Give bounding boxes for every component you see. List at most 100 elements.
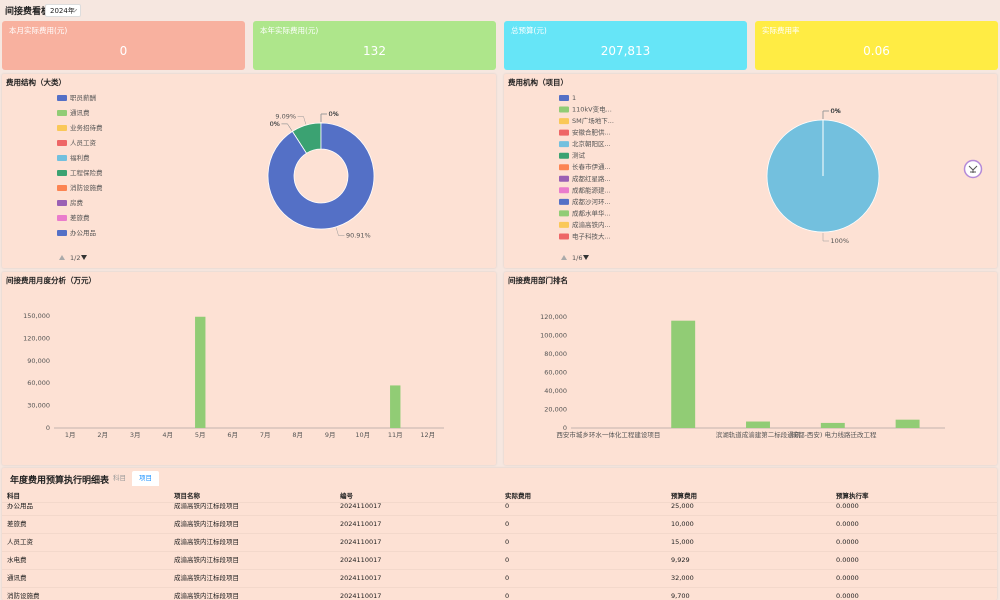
pager-down[interactable]	[583, 255, 589, 260]
legend-swatch	[559, 106, 569, 113]
kpi-value: 0	[119, 44, 128, 58]
legend-swatch	[559, 164, 569, 171]
chart-panel: 费用结构（大类） 职员薪酬通讯费业务招待费人员工资福利费工程保险费消防设施费房费差…	[2, 74, 496, 268]
label-leader	[297, 116, 307, 125]
legend-label: 消防设施费	[70, 183, 103, 192]
bar	[390, 385, 401, 428]
label-leader	[822, 110, 829, 119]
legend-swatch	[559, 95, 569, 101]
tab[interactable]: 科目	[113, 474, 126, 482]
label-leader	[320, 113, 327, 122]
slice-label: 0%	[831, 107, 841, 115]
x-tick-label: 4月	[162, 431, 173, 439]
table-cell: 15,000	[671, 538, 694, 546]
legend-swatch	[57, 200, 67, 206]
legend-swatch	[559, 198, 569, 205]
table-row: 水电费 成渝高铁内江标段项目 2024110017 0 9,929 0.0000	[2, 551, 997, 570]
legend-label: 通讯费	[70, 108, 90, 117]
table-row: 通讯费 成渝高铁内江标段项目 2024110017 0 32,000 0.0000	[2, 569, 997, 588]
legend-label: 工程保险费	[70, 168, 103, 177]
legend-swatch	[57, 215, 67, 221]
legend-pager: 1/2	[70, 254, 80, 262]
table-cell: 0.0000	[836, 502, 859, 510]
table-cell: 0.0000	[836, 592, 859, 600]
chart-title: 费用机构（项目）	[508, 77, 568, 87]
float-button[interactable]	[963, 159, 983, 179]
legend-label: 房费	[70, 198, 84, 207]
slice-label: 0%	[270, 120, 280, 128]
slice-label: 0%	[831, 107, 841, 115]
slice-label: 0%	[329, 110, 339, 118]
table-header: 科目 项目名称 编号 实际费用 预算费用 预算执行率	[2, 490, 997, 503]
kpi-card: 总预算(元) 207,813	[504, 21, 747, 70]
slice-label: 0%	[270, 120, 280, 128]
bar	[820, 422, 845, 428]
y-tick-label: 40,000	[544, 387, 567, 395]
table-row: 消防设施费 成渝高铁内江标段项目 2024110017 0 9,700 0.0000	[2, 587, 997, 600]
slice-label: 0%	[831, 107, 841, 115]
kpi-card: 实际费用率 0.06	[755, 21, 998, 70]
legend-label: 业务招待费	[70, 123, 103, 132]
tab-active[interactable]: 项目	[132, 471, 159, 486]
label-leader	[822, 110, 829, 119]
kpi-value: 207,813	[600, 44, 651, 58]
legend-swatch	[57, 170, 67, 176]
slice-label: 0%	[831, 107, 841, 115]
table-cell: 成渝高铁内江标段项目	[174, 592, 239, 600]
table-cell: 2024110017	[340, 556, 382, 564]
x-tick-label: 8月	[292, 431, 303, 439]
column-header: 预算费用	[671, 492, 697, 500]
table-cell: 32,000	[671, 574, 694, 582]
table-cell: 成渝高铁内江标段项目	[174, 520, 239, 528]
slice-label: 0%	[831, 107, 841, 115]
legend-swatch	[559, 141, 569, 148]
slice-label: 0%	[831, 107, 841, 115]
table-cell: 成渝高铁内江标段项目	[174, 502, 239, 510]
table-cell: 人员工资	[7, 538, 33, 546]
y-tick-label: 150,000	[23, 312, 50, 320]
slice-label: 0%	[831, 107, 841, 115]
kpi-label: 总预算(元)	[511, 26, 547, 35]
y-tick-label: 90,000	[27, 357, 50, 365]
bar	[746, 421, 770, 428]
x-tick-label: 6月	[227, 431, 238, 439]
table-cell: 通讯费	[7, 574, 27, 582]
label-leader	[822, 110, 829, 119]
table-row: 差旅费 成渝高铁内江标段项目 2024110017 0 10,000 0.0000	[2, 515, 997, 534]
x-tick-label: 2月	[97, 431, 108, 439]
y-tick-label: 30,000	[27, 402, 50, 410]
legend-label: 测试	[572, 151, 586, 160]
label-leader	[822, 110, 829, 119]
pager-down[interactable]	[81, 255, 87, 260]
table-cell: 9,929	[671, 556, 690, 564]
legend-swatch	[559, 129, 569, 136]
year-select[interactable]: 2024年	[45, 4, 81, 17]
table-cell: 成渝高铁内江标段项目	[174, 538, 239, 546]
label-leader	[822, 110, 829, 119]
x-tick-label: 10月	[355, 431, 370, 439]
x-tick-label: 5月	[195, 431, 206, 439]
legend-label: 电子科技大...	[572, 231, 611, 240]
legend-label: 人员工资	[70, 138, 97, 147]
table-cell: 0	[505, 556, 510, 564]
legend-label: 长春市伊通...	[572, 162, 611, 171]
legend-label: SM广场地下...	[572, 116, 614, 125]
kpi-value: 0.06	[863, 44, 890, 58]
x-tick-label: 滨湖轨道成渝建第二标段通讯	[716, 430, 801, 439]
label-leader	[822, 110, 829, 119]
label-leader	[822, 110, 829, 119]
table-cell: 9,700	[671, 592, 690, 600]
pager-up[interactable]	[561, 255, 567, 260]
pager-up[interactable]	[59, 255, 65, 260]
legend-label: 110kV变电...	[572, 105, 612, 114]
y-tick-label: 60,000	[27, 379, 50, 387]
x-tick-label: 西安市城乡环水一体化工程建设项目	[556, 430, 660, 439]
y-tick-label: 120,000	[540, 313, 567, 321]
label-leader	[320, 113, 327, 122]
table-cell: 0.0000	[836, 556, 859, 564]
label-leader	[822, 110, 829, 119]
legend-swatch	[559, 118, 569, 125]
label-leader	[281, 123, 293, 131]
table-cell: 0.0000	[836, 538, 859, 546]
table-row: 人员工资 成渝高铁内江标段项目 2024110017 0 15,000 0.0000	[2, 533, 997, 552]
